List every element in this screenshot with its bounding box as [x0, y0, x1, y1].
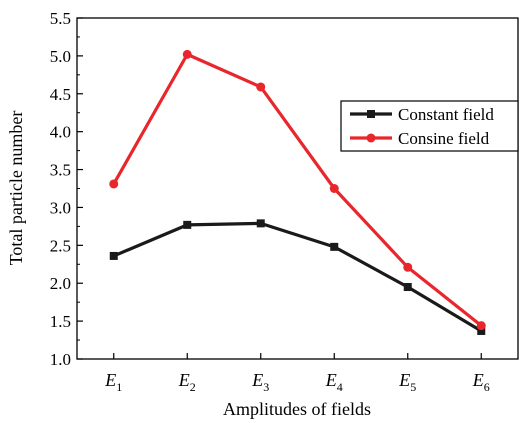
data-point: [256, 219, 265, 228]
x-tick-label: E3: [251, 370, 269, 394]
y-axis-label: Total particle number: [6, 111, 26, 266]
data-point: [330, 242, 339, 251]
x-tick-label: E2: [178, 370, 196, 394]
data-point: [329, 184, 339, 193]
data-point: [403, 262, 413, 272]
x-tick-main: E: [398, 370, 410, 390]
data-point: [182, 49, 192, 59]
y-tick-label: 2.0: [50, 274, 71, 293]
x-tick-main: E: [251, 370, 263, 390]
series-layer: [109, 49, 486, 335]
y-tick-label: 5.0: [50, 47, 71, 66]
y-tick-label: 3.0: [50, 198, 71, 217]
y-tick-label: 4.5: [50, 85, 71, 104]
x-tick-main: E: [178, 370, 190, 390]
y-axis: 1.0 1.5 2.0 2.5 3.0 3.5 4.0 4.5 5.0 5.5: [50, 9, 83, 369]
y-tick-label: 5.5: [50, 9, 71, 28]
x-tick-subscript: 6: [484, 380, 490, 394]
series-line-2: [112, 52, 483, 327]
y-tick-label: 1.0: [50, 350, 71, 369]
legend: Constant field Consine field: [340, 100, 519, 152]
x-tick-label: E6: [472, 370, 490, 394]
x-tick-label: E4: [325, 370, 343, 394]
x-tick-label: E5: [398, 370, 416, 394]
y-tick-label: 4.0: [50, 123, 71, 142]
x-tick-label: E1: [104, 370, 122, 394]
x-tick-subscript: 2: [190, 380, 196, 394]
data-point: [476, 321, 486, 331]
x-tick-subscript: 1: [116, 380, 122, 394]
x-tick-main: E: [325, 370, 337, 390]
plot-area: [76, 17, 519, 360]
legend-label: Constant field: [398, 105, 494, 124]
y-tick-label: 3.5: [50, 161, 71, 180]
legend-box: [340, 100, 519, 152]
legend-label: Consine field: [398, 129, 490, 148]
y-tick-label: 2.5: [50, 236, 71, 255]
data-point: [109, 251, 118, 260]
data-point: [183, 220, 192, 229]
data-point: [256, 82, 266, 92]
data-point: [109, 179, 119, 189]
legend-marker: [367, 110, 375, 118]
legend-marker: [366, 133, 376, 143]
x-axis: E1 E2 E3 E4 E5 E6: [104, 353, 490, 394]
x-tick-subscript: 3: [263, 380, 269, 394]
series-line-1: [113, 221, 483, 333]
x-tick-subscript: 5: [410, 380, 416, 394]
data-point: [477, 326, 486, 335]
x-tick-main: E: [472, 370, 484, 390]
data-point: [403, 283, 412, 292]
x-tick-main: E: [104, 370, 116, 390]
y-tick-label: 1.5: [50, 312, 71, 331]
x-tick-subscript: 4: [337, 380, 343, 394]
x-axis-label: Amplitudes of fields: [223, 399, 371, 419]
